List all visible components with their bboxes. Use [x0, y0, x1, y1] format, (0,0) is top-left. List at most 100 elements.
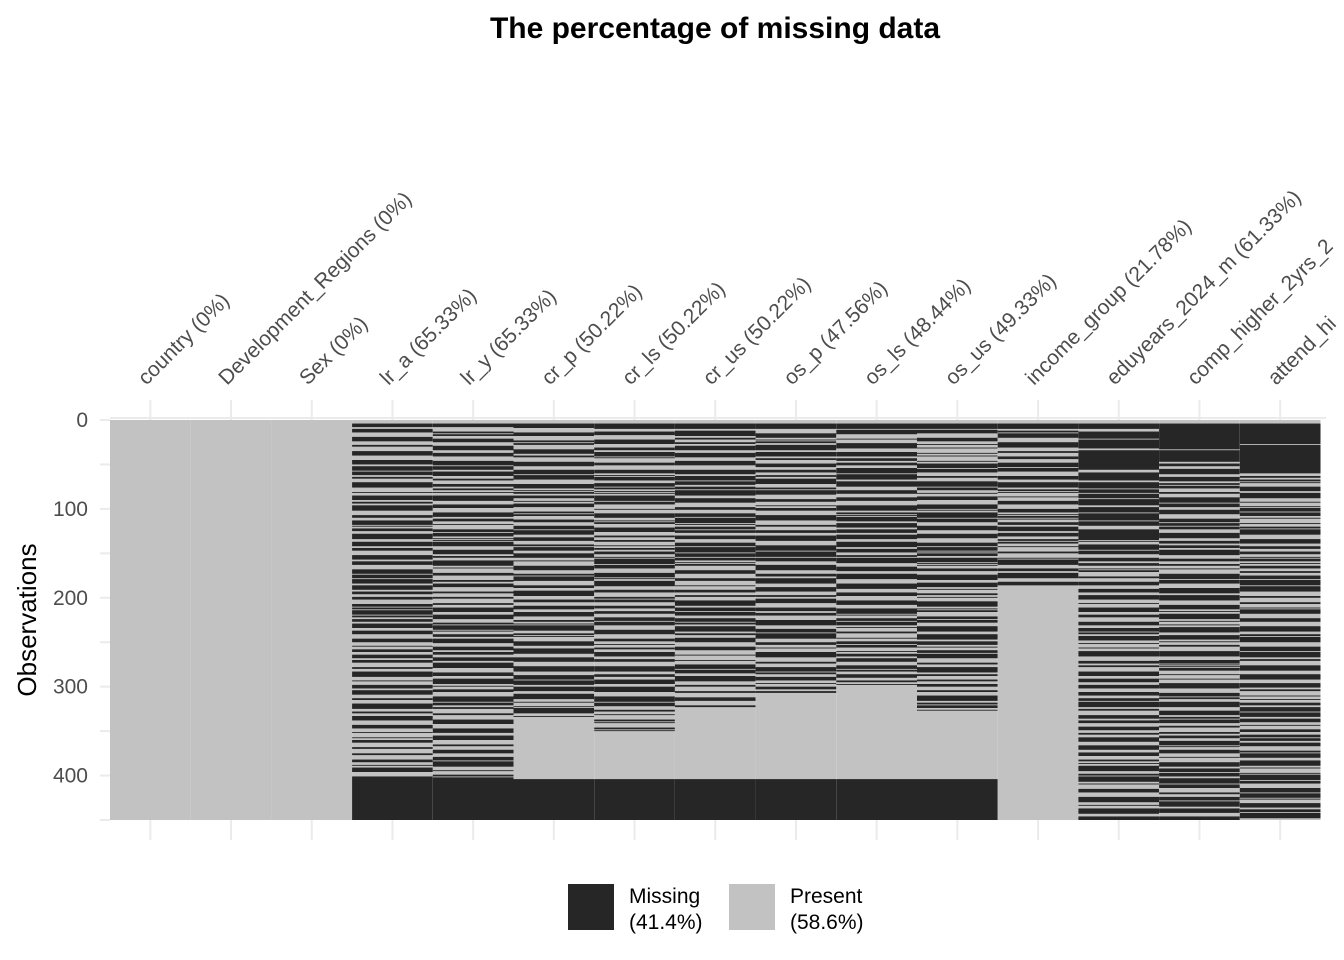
column-label: Sex (0%) [295, 312, 372, 389]
cell-missing [1159, 725, 1240, 728]
cell-missing [352, 596, 433, 600]
cell-missing [755, 607, 837, 612]
cell-missing [836, 505, 917, 511]
cell-missing [513, 547, 595, 551]
cell-missing [836, 669, 917, 672]
cell-missing [674, 469, 756, 475]
cell-missing [997, 568, 1079, 572]
cell-missing [594, 599, 675, 603]
cell-missing [836, 680, 917, 683]
cell-missing [432, 774, 514, 777]
cell-missing [432, 445, 514, 451]
cell-missing [594, 475, 675, 476]
cell-missing [352, 604, 433, 607]
cell-missing [432, 657, 514, 661]
cell-missing [1078, 632, 1160, 635]
cell-missing [1239, 712, 1321, 717]
cell-missing [1239, 767, 1321, 769]
cell-missing [997, 581, 1079, 586]
cell-missing [594, 578, 675, 580]
cell-missing [917, 653, 998, 659]
cell-missing [1078, 678, 1160, 683]
cell-missing [755, 587, 837, 592]
cell-missing [1239, 738, 1321, 741]
cell-missing [432, 735, 514, 740]
cell-missing [1159, 635, 1240, 640]
cell-missing [352, 698, 433, 700]
cell-missing [352, 561, 433, 565]
cell-missing [1239, 508, 1321, 512]
cell-missing [352, 492, 433, 493]
cell-missing [432, 540, 514, 541]
cell-missing [674, 626, 756, 632]
cell-missing [1078, 581, 1160, 586]
cell-missing [674, 535, 756, 540]
cell-missing [432, 538, 514, 540]
cell-missing [997, 476, 1079, 480]
cell-missing [513, 503, 595, 508]
cell-missing [432, 460, 514, 466]
cell-missing [674, 646, 756, 651]
cell-missing [352, 747, 433, 749]
cell-missing [917, 492, 998, 494]
cell-missing [917, 601, 998, 607]
cell-missing [997, 423, 1079, 429]
cell-present [271, 420, 353, 820]
cell-missing [917, 690, 998, 692]
cell-missing [594, 564, 675, 569]
cell-missing [997, 496, 1079, 498]
cell-missing [997, 572, 1079, 579]
cell-missing [352, 732, 433, 733]
cell-missing [997, 518, 1079, 520]
cell-missing [755, 463, 837, 468]
cell-missing [836, 653, 917, 657]
cell-missing [997, 539, 1079, 541]
cell-missing [352, 740, 433, 743]
cell-missing [755, 672, 837, 675]
cell-missing [917, 463, 998, 468]
cell-missing [674, 705, 756, 708]
cell-missing [352, 528, 433, 532]
cell-missing [917, 620, 998, 623]
cell-missing [1078, 557, 1160, 562]
cell-missing [1239, 707, 1321, 712]
cell-missing [755, 551, 837, 557]
column-labels: country (0%)Development_Regions (0%)Sex … [134, 186, 1341, 390]
cell-missing [432, 431, 514, 434]
cell-missing [594, 423, 675, 429]
cell-missing [674, 476, 756, 481]
cell-missing [513, 455, 595, 458]
cell-missing [1239, 803, 1321, 808]
cell-missing [917, 444, 998, 445]
cell-missing [674, 578, 756, 581]
heatmap-cells [110, 420, 1321, 820]
cell-missing [513, 623, 595, 625]
cell-missing [997, 482, 1079, 488]
cell-missing [1239, 444, 1321, 474]
cell-missing [1239, 529, 1321, 535]
cell-missing [432, 702, 514, 706]
cell-missing [917, 596, 998, 598]
cell-missing [755, 578, 837, 584]
cell-missing [1159, 627, 1240, 633]
cell-missing [594, 520, 675, 522]
cell-missing [836, 684, 917, 685]
cell-missing [432, 452, 514, 457]
cell-missing [836, 468, 917, 474]
cell-missing [432, 689, 514, 692]
cell-missing [1159, 674, 1240, 676]
cell-missing [755, 691, 837, 693]
cell-missing [432, 423, 514, 428]
cell-missing [674, 697, 756, 701]
cell-missing [432, 492, 514, 493]
cell-missing [594, 647, 675, 650]
cell-missing [432, 580, 514, 582]
cell-missing [836, 534, 917, 540]
cell-missing [836, 674, 917, 678]
cell-missing [352, 444, 433, 447]
cell-missing [1239, 683, 1321, 688]
cell-missing [836, 573, 917, 580]
cell-missing [352, 776, 433, 820]
cell-missing [1078, 773, 1160, 776]
cell-missing [674, 684, 756, 687]
